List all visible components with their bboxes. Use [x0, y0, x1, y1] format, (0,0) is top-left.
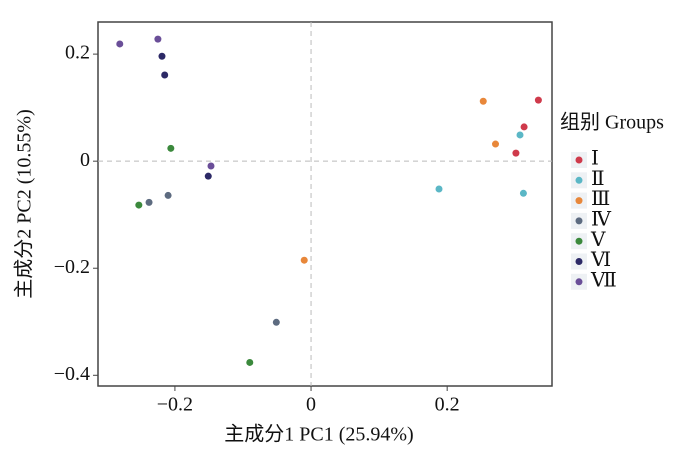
legend-label: Ⅱ — [591, 168, 605, 190]
legend-marker — [575, 258, 583, 265]
point — [164, 191, 172, 199]
y-tick-label: −0.4 — [54, 363, 90, 385]
legend-label: Ⅶ — [590, 269, 617, 291]
point — [204, 172, 212, 180]
point — [246, 358, 254, 366]
point — [519, 189, 527, 197]
legend-marker — [575, 156, 583, 164]
point — [435, 185, 443, 193]
x-tick-label: 0 — [306, 394, 316, 416]
point — [167, 144, 175, 152]
legend-marker — [575, 197, 583, 205]
point — [158, 52, 166, 60]
x-tick-label: 0.2 — [435, 394, 460, 416]
point — [534, 96, 542, 104]
legend-marker — [575, 237, 583, 245]
plot-area — [97, 21, 553, 387]
point — [520, 123, 528, 131]
point — [135, 201, 143, 209]
point — [272, 318, 280, 326]
x-tick-label: −0.2 — [157, 394, 193, 416]
legend-title: 组别 Groups — [560, 111, 664, 134]
y-tick-label: −0.2 — [54, 256, 90, 278]
legend-label: Ⅵ — [590, 249, 611, 271]
point — [207, 162, 215, 170]
point — [145, 198, 153, 206]
point — [492, 140, 500, 148]
legend-label: Ⅲ — [591, 188, 610, 210]
point — [154, 35, 162, 43]
legend-marker — [575, 176, 583, 184]
x-axis-label: 主成分1 PC1 (25.94%) — [224, 423, 413, 446]
point — [512, 149, 520, 157]
y-tick-label: 0.2 — [65, 42, 90, 64]
point — [516, 131, 524, 139]
point — [300, 256, 308, 264]
legend-label: Ⅴ — [590, 229, 606, 251]
legend-label: Ⅳ — [591, 208, 612, 230]
point — [479, 97, 487, 105]
legend-marker — [575, 217, 583, 225]
legend-label: Ⅰ — [591, 148, 599, 170]
legend-marker — [575, 278, 583, 286]
point — [161, 71, 169, 79]
point — [116, 40, 124, 48]
y-tick-label: 0 — [80, 149, 90, 171]
y-axis-label: 主成分2 PC2 (10.55%) — [13, 109, 36, 298]
